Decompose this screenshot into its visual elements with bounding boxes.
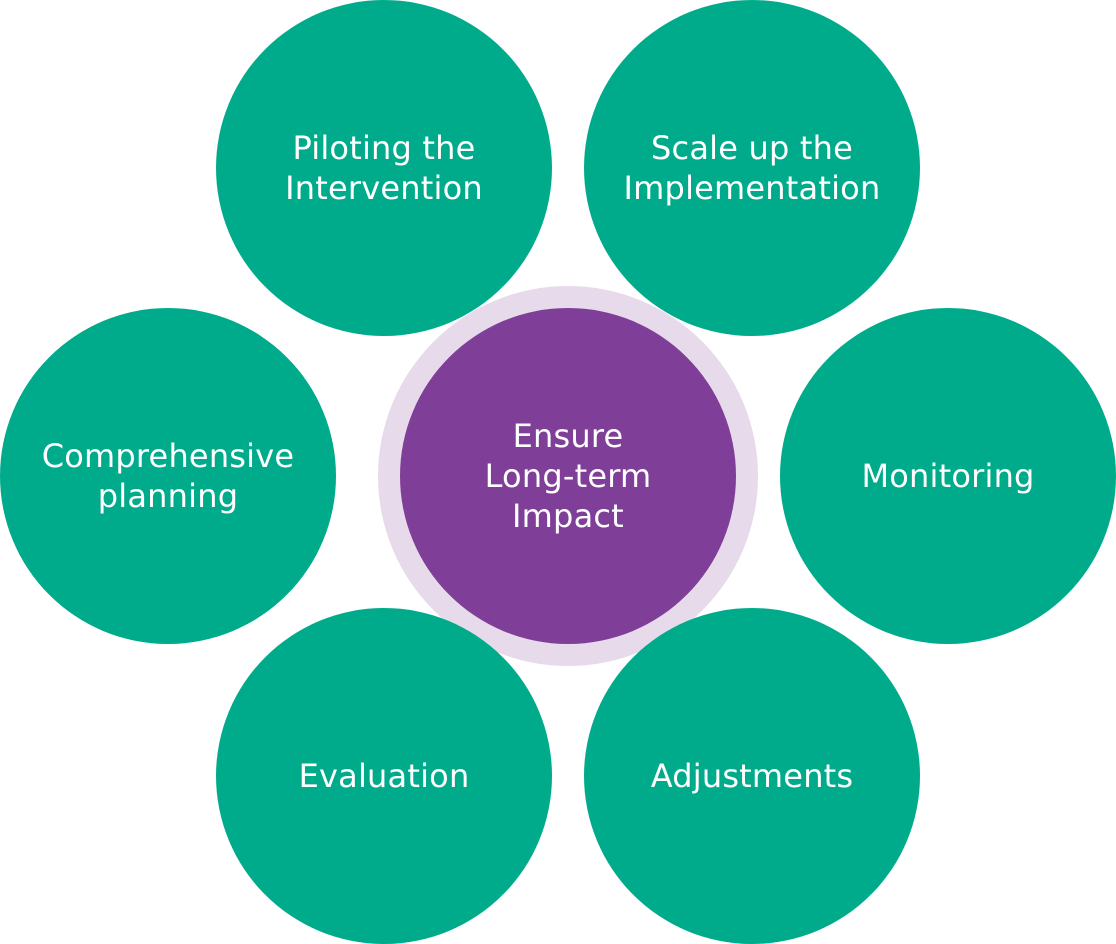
node-evaluation: Evaluation — [216, 608, 552, 944]
node-label: Piloting the Intervention — [285, 129, 483, 207]
node-label: Evaluation — [298, 757, 470, 795]
node-label: Comprehensive planning — [41, 437, 295, 515]
node-monitoring: Monitoring — [780, 308, 1116, 644]
node-piloting-the-intervention: Piloting the Intervention — [216, 0, 552, 336]
center-node-ensure-long-term-impact: Ensure Long-term Impact — [400, 308, 736, 644]
node-label: Scale up the Implementation — [623, 129, 881, 207]
node-scale-up-the-implementation: Scale up the Implementation — [584, 0, 920, 336]
node-adjustments: Adjustments — [584, 608, 920, 944]
center-node-label: Ensure Long-term Impact — [484, 417, 652, 535]
node-label: Monitoring — [861, 457, 1035, 495]
node-comprehensive-planning: Comprehensive planning — [0, 308, 336, 644]
node-label: Adjustments — [650, 757, 854, 795]
